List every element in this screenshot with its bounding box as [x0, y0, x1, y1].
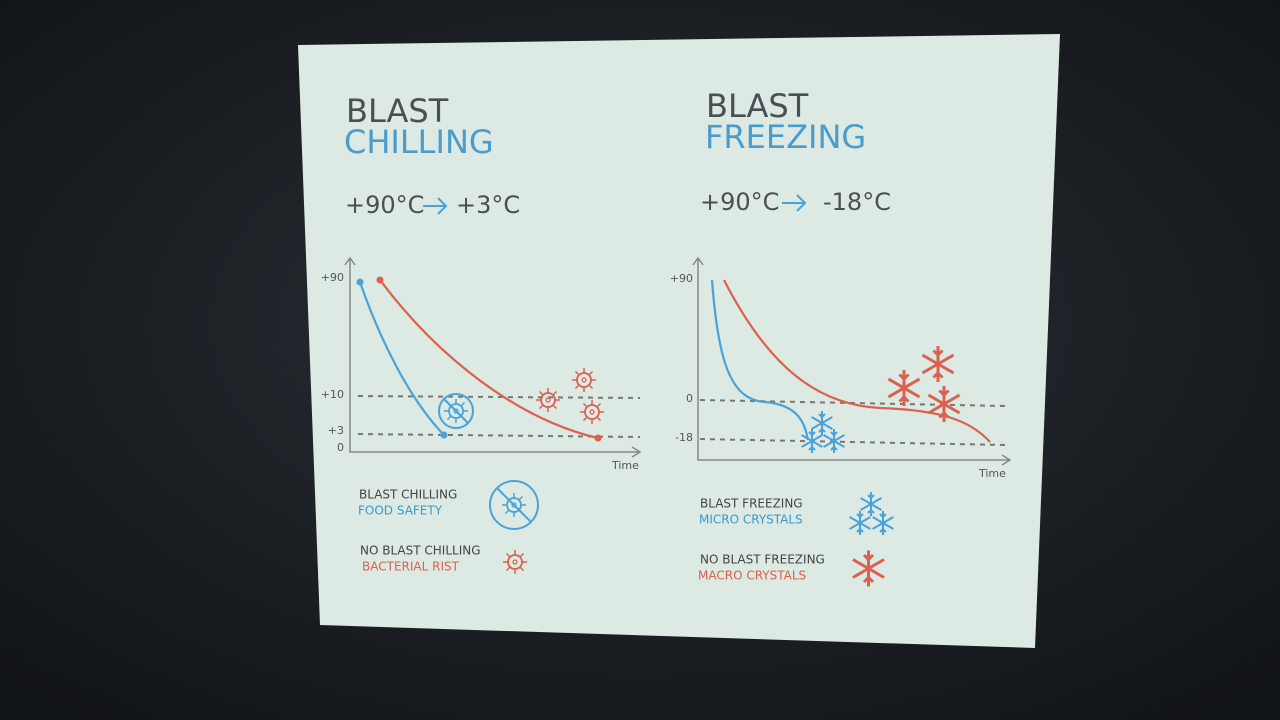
range-to: +3°C [456, 191, 520, 219]
y-tick: +10 [321, 388, 344, 401]
y-tick: +90 [670, 272, 693, 285]
guide-line [357, 433, 641, 438]
title-line2: CHILLING [344, 123, 494, 161]
range-from: +90°C [345, 191, 424, 219]
range-to: -18°C [823, 188, 891, 216]
range-from: +90°C [700, 188, 779, 216]
axes [692, 256, 1012, 466]
y-tick: -18 [675, 431, 693, 444]
y-tick: 0 [337, 441, 344, 454]
icon [438, 393, 474, 429]
guide-line [699, 438, 1006, 446]
y-tick: 0 [686, 392, 693, 405]
curve-blue [710, 279, 810, 441]
title-line1: BLAST [346, 92, 449, 130]
curve-blue [358, 281, 445, 436]
guide-line [357, 395, 641, 399]
dot [376, 276, 384, 284]
legend-label: BLAST CHILLING [359, 488, 457, 502]
x-axis-label: Time [611, 459, 639, 472]
curve-red [379, 279, 599, 440]
axes [344, 256, 642, 458]
y-tick: +90 [321, 271, 344, 284]
x-axis-label: Time [978, 467, 1006, 480]
dot [440, 431, 448, 439]
legend-sublabel: MICRO CRYSTALS [699, 513, 803, 527]
curve-red [723, 279, 991, 443]
dot [594, 434, 602, 442]
legend-label: NO BLAST CHILLING [360, 544, 481, 558]
legend-sublabel: FOOD SAFETY [358, 504, 443, 518]
title-line2: FREEZING [705, 118, 866, 156]
legend-label: BLAST FREEZING [700, 497, 803, 511]
icon [489, 480, 539, 530]
legend-label: NO BLAST FREEZING [700, 553, 825, 567]
dot [356, 278, 364, 286]
screen-panel [298, 34, 1060, 648]
legend-sublabel: MACRO CRYSTALS [698, 569, 806, 583]
arrow [423, 197, 448, 215]
legend-sublabel: BACTERIAL RIST [362, 560, 460, 574]
arrow [782, 194, 807, 212]
y-tick: +3 [328, 424, 344, 437]
title-line1: BLAST [706, 87, 809, 125]
